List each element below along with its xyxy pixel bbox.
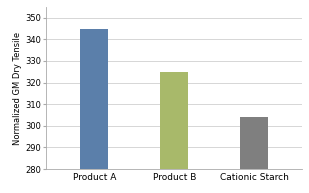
Bar [240,117,268,193]
Y-axis label: Normalized GM Dry Tensile: Normalized GM Dry Tensile [13,31,22,145]
Bar [80,29,108,193]
Bar [160,72,188,193]
